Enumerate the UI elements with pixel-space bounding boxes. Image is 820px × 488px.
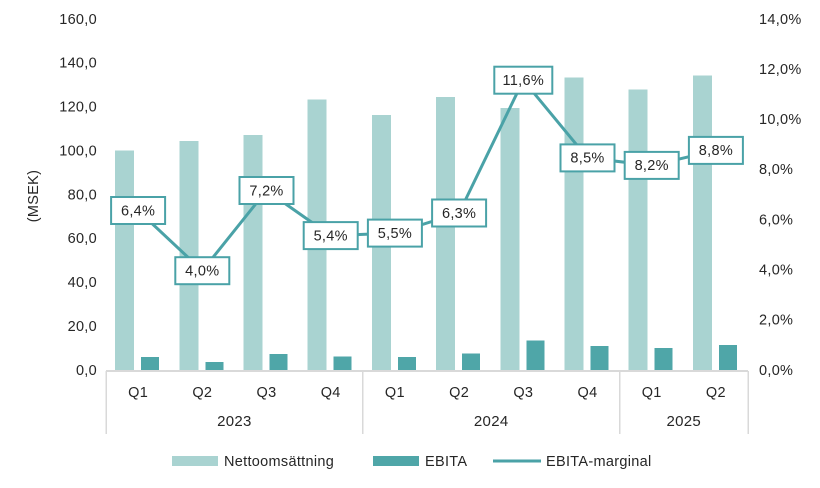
x-axis-quarter-label-0: Q1 [128,385,148,401]
margin-label-6: 11,6% [503,73,545,89]
y-axis-right-tick-7: 0,0% [759,363,793,379]
x-axis-quarter-label-1: Q2 [192,385,212,401]
nettoomsattning-bar-5 [436,97,456,371]
margin-label-4: 5,5% [378,226,412,242]
y-axis-right-tick-4: 6,0% [759,212,793,228]
x-axis-quarter-label-9: Q2 [706,385,726,401]
y-axis-left-tick-4: 80,0 [68,187,97,203]
margin-label-2: 7,2% [249,183,283,199]
x-axis-quarter-label-2: Q3 [257,385,277,401]
ebita-marginal-line [136,78,718,273]
y-axis-left-tick-2: 120,0 [59,100,97,116]
ebita-bar-7 [590,346,609,371]
margin-label-8: 8,2% [635,158,669,174]
nettoomsattning-bar-8 [628,89,648,371]
y-axis-left-tick-8: 0,0 [76,363,97,379]
ebita-bar-8 [654,348,673,371]
margin-label-box-9 [687,135,744,165]
margin-label-0: 6,4% [121,203,155,219]
ebita-bar-5 [462,353,481,371]
ebita-bar-9 [718,345,737,371]
nettoomsattning-bar-0 [115,150,135,371]
legend-label-ebita-marginal: EBITA-marginal [546,454,651,470]
x-axis-quarter-label-8: Q1 [642,385,662,401]
x-axis-quarter-label-5: Q2 [449,385,469,401]
y-axis-right-tick-1: 12,0% [759,62,802,78]
ebita-bar-3 [333,356,352,371]
y-axis-right-tick-6: 2,0% [759,313,793,329]
margin-label-1: 4,0% [185,264,219,280]
margin-label-box-5 [431,198,488,228]
margin-label-3: 5,4% [314,228,348,244]
x-axis-year-label-2024: 2024 [474,413,509,430]
y-axis-right-tick-0: 14,0% [759,12,802,28]
nettoomsattning-bar-9 [692,75,712,371]
ebita-bar-4 [397,357,416,371]
x-axis-year-label-2025: 2025 [667,413,702,430]
ebita-bar-0 [141,357,160,371]
y-axis-right-tick-5: 4,0% [759,263,793,279]
x-axis-quarter-label-6: Q3 [513,385,533,401]
margin-label-box-2 [238,176,295,205]
y-axis-right-tick-3: 8,0% [759,162,793,178]
margin-label-box-7 [559,143,616,173]
margin-label-9: 8,8% [699,143,733,159]
x-axis-quarter-label-3: Q4 [321,385,341,401]
ebita-bar-2 [269,354,288,371]
nettoomsattning-bar-7 [564,77,584,371]
margin-label-box-8 [623,150,680,180]
margin-label-5: 6,3% [442,206,476,222]
legend-swatch-ebita [373,456,419,466]
y-axis-left-tick-7: 20,0 [68,319,97,335]
x-axis-year-label-2023: 2023 [217,413,252,430]
x-axis-quarter-label-7: Q4 [578,385,598,401]
x-axis-quarter-label-4: Q1 [385,385,405,401]
y-axis-right-tick-2: 10,0% [759,112,802,128]
nettoomsattning-bar-6 [500,108,520,371]
margin-label-box-3 [302,221,359,251]
y-axis-left-tick-6: 40,0 [68,275,97,291]
y-axis-left-tick-5: 60,0 [68,231,97,247]
y-axis-left-tick-1: 140,0 [59,56,97,72]
margin-label-box-4 [366,218,423,248]
y-axis-title: (MSEK) [26,170,42,223]
margin-label-box-6 [493,65,554,95]
legend-swatch-nettoomsattning [172,456,218,466]
ebita-bar-6 [526,340,545,371]
margin-label-7: 8,5% [570,151,604,167]
margin-label-box-0 [110,196,167,225]
y-axis-left-tick-3: 100,0 [59,143,97,159]
legend-label-ebita: EBITA [425,454,467,470]
y-axis-left-tick-0: 160,0 [59,12,97,28]
ebita-bar-1 [205,361,224,371]
legend-label-nettoomsattning: Nettoomsättning [224,454,334,470]
margin-label-box-1 [174,256,231,286]
nettoomsattning-bar-2 [243,135,263,371]
